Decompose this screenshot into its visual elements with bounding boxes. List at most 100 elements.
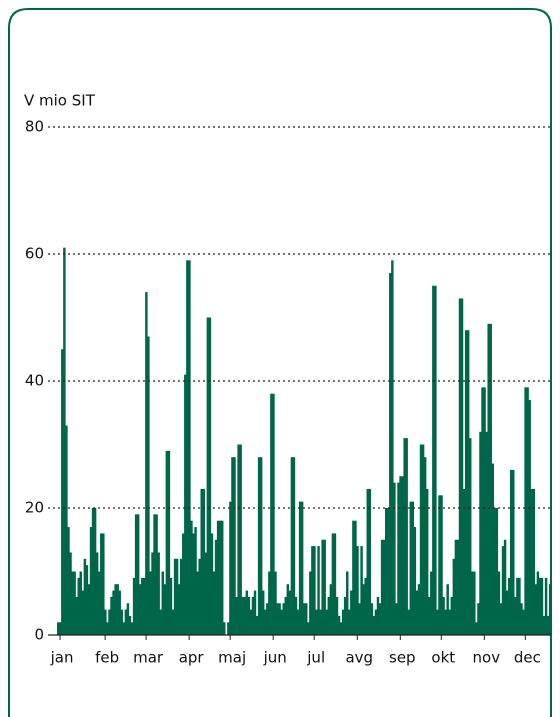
bar — [97, 571, 101, 635]
bar — [130, 622, 134, 635]
bar — [284, 596, 287, 635]
bar — [528, 400, 531, 635]
bar — [159, 609, 162, 635]
bar — [247, 596, 251, 635]
y-tick-label: 0 — [34, 626, 44, 644]
bar — [307, 622, 310, 635]
bar — [196, 571, 199, 635]
bar — [317, 546, 320, 635]
bar — [343, 596, 347, 635]
y-tick-label: 40 — [25, 372, 44, 390]
bar — [100, 533, 103, 635]
x-tick-label: jun — [263, 649, 287, 667]
bar — [510, 469, 513, 635]
bar — [167, 450, 171, 635]
bar — [417, 584, 421, 635]
bar — [235, 596, 238, 635]
bar — [204, 552, 208, 635]
bar — [327, 596, 331, 635]
bar — [179, 558, 183, 635]
bar — [288, 590, 292, 635]
bar — [216, 520, 220, 635]
bar — [69, 552, 72, 635]
bar — [458, 298, 462, 635]
bar — [212, 571, 216, 635]
bar — [149, 571, 152, 635]
bar — [471, 571, 474, 635]
bar — [423, 457, 427, 635]
bar — [341, 609, 345, 635]
bar — [132, 577, 136, 635]
bar — [294, 596, 298, 635]
bar — [106, 622, 109, 635]
bar — [485, 431, 488, 635]
bar — [540, 577, 544, 635]
x-tick-label: feb — [95, 649, 119, 667]
bar — [177, 584, 181, 635]
bar — [229, 501, 232, 635]
bar — [491, 463, 495, 635]
bar — [350, 590, 353, 635]
bar — [93, 508, 97, 635]
bar — [438, 495, 441, 635]
bar — [59, 622, 62, 635]
bar — [450, 596, 454, 635]
bar — [436, 609, 439, 635]
bar — [264, 609, 267, 635]
bar — [487, 323, 490, 635]
bar — [85, 565, 89, 635]
bar — [362, 584, 365, 635]
bar — [495, 508, 499, 635]
bar — [220, 520, 224, 635]
bar — [173, 558, 177, 635]
bar — [163, 584, 167, 635]
bar — [198, 558, 201, 635]
bar — [245, 590, 249, 635]
bar — [313, 546, 316, 635]
bar — [428, 596, 431, 635]
bar — [278, 603, 281, 635]
bar — [239, 444, 242, 635]
bar — [483, 387, 486, 635]
bar — [497, 571, 501, 635]
x-tick-label: maj — [218, 649, 246, 667]
bar — [544, 577, 548, 635]
bar — [120, 609, 123, 635]
bar — [526, 387, 529, 635]
bar — [280, 609, 283, 635]
bar — [259, 457, 263, 635]
bar — [512, 469, 515, 635]
x-tick-label: mar — [133, 649, 164, 667]
bar — [110, 596, 113, 635]
bar — [161, 571, 164, 635]
bar — [81, 590, 85, 635]
bar — [464, 330, 468, 635]
bar — [194, 527, 197, 635]
bar — [532, 488, 536, 635]
bar — [188, 260, 191, 635]
bar — [536, 571, 540, 635]
bar — [128, 615, 132, 635]
bar — [391, 260, 394, 635]
bar — [184, 374, 187, 635]
bar — [95, 552, 99, 635]
bar — [475, 622, 478, 635]
bar — [114, 584, 117, 635]
bar — [440, 495, 443, 635]
y-axis-label: V mio SIT — [24, 92, 96, 110]
bar — [352, 520, 355, 635]
frame — [8, 8, 552, 717]
bar — [208, 317, 212, 635]
bar — [61, 349, 64, 635]
bar — [104, 609, 107, 635]
bar — [493, 508, 497, 635]
bar — [430, 571, 433, 635]
bar — [65, 425, 68, 635]
bar — [419, 444, 423, 635]
bar — [192, 533, 195, 635]
bar — [134, 514, 138, 635]
bar — [169, 577, 173, 635]
bar — [466, 330, 470, 635]
bar — [323, 539, 326, 635]
bar — [75, 596, 78, 635]
